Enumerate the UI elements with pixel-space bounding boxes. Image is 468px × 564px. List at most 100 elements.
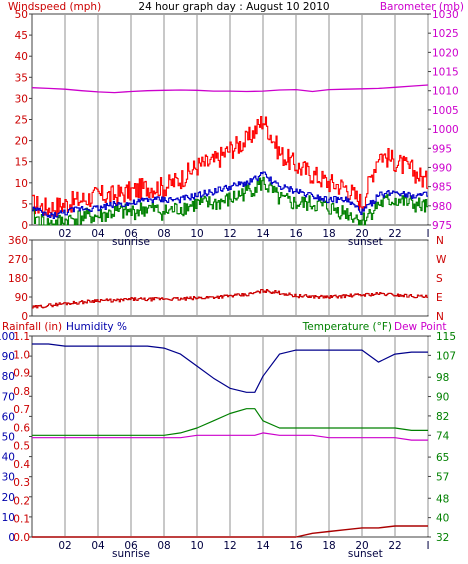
direction-tick-label: 0: [21, 311, 28, 323]
x-tick-label: 10: [190, 540, 203, 552]
compass-label: S: [436, 273, 443, 285]
x-tick-label: 12: [223, 228, 236, 240]
right-tick-label: 985: [432, 182, 452, 194]
humidity-axis-title: Humidity %: [66, 321, 127, 333]
rainfall-axis-title: Rainfall (in): [2, 321, 62, 333]
compass-label: N: [436, 311, 444, 323]
right-axis-title: Barometer (mb): [380, 1, 464, 13]
temperature-tick-label: 57: [436, 471, 449, 483]
humidity-tick-label: 90: [2, 351, 15, 363]
left-tick-label: 15: [15, 157, 28, 169]
right-tick-label: 990: [432, 162, 452, 174]
direction-line: [32, 289, 428, 309]
left-tick-label: 5: [21, 199, 28, 211]
left-tick-label: 0: [21, 220, 28, 232]
humidity-tick-label: 80: [2, 371, 15, 383]
right-tick-label: 1005: [432, 105, 459, 117]
left-axis-title: Windspeed (mph): [8, 1, 101, 13]
x-tick-label: 02: [58, 228, 71, 240]
humidity-tick-label: 30: [2, 472, 15, 484]
x-tick-label: 22: [388, 540, 401, 552]
left-tick-label: 10: [15, 178, 28, 190]
speed-line: [32, 176, 428, 226]
x-tick-label: 06: [124, 228, 138, 240]
grid-layer: [29, 13, 431, 538]
x-tick-label: 18: [322, 228, 335, 240]
barometer-line: [31, 84, 429, 94]
temperature-tick-label: 107: [436, 350, 456, 362]
direction-tick-label: 90: [15, 292, 28, 304]
temperature-line: [32, 408, 428, 436]
rainfall-tick-label: 0.3: [13, 477, 30, 489]
humidity-tick-label: 40: [2, 452, 15, 464]
left-tick-label: 35: [15, 72, 28, 84]
x-tick-label: 10: [190, 228, 203, 240]
x-tick-label: 22: [388, 228, 401, 240]
left-tick-label: 40: [15, 51, 28, 63]
x-tick-label: 18: [322, 540, 335, 552]
rainfall-tick-label: 0.7: [13, 404, 30, 416]
x-tick-label: 14: [256, 228, 270, 240]
temperature-tick-label: 32: [436, 532, 449, 544]
rainfall-tick-label: 0.6: [13, 422, 30, 434]
right-tick-label: 1000: [432, 124, 459, 136]
sunset-label: sunset: [348, 236, 383, 248]
rainfall-tick-label: 0.4: [13, 459, 30, 471]
right-tick-label: 995: [432, 143, 452, 155]
temperature-tick-label: 48: [436, 493, 449, 505]
left-tick-label: 20: [15, 136, 28, 148]
rainfall-tick-label: 0.5: [13, 441, 30, 453]
temperature-tick-label: 90: [436, 392, 449, 404]
gust-line: [32, 116, 428, 217]
right-tick-label: 1020: [432, 47, 459, 59]
rainfall-tick-label: 1.0: [13, 349, 30, 361]
left-tick-label: 45: [15, 30, 28, 42]
humidity-tick-label: 100: [0, 331, 15, 343]
compass-label: W: [436, 254, 447, 266]
rainfall-tick-label: 0.0: [13, 532, 30, 544]
rainfall-tick-label: 0.1: [13, 514, 30, 526]
right-tick-label: 980: [432, 201, 452, 213]
dewpoint-line: [32, 432, 428, 441]
x-tick-label: 04: [91, 228, 105, 240]
temperature-tick-label: 82: [436, 411, 449, 423]
sunrise-label: sunrise: [112, 548, 150, 559]
humidity-tick-label: 0: [8, 532, 15, 544]
right-tick-label: 1030: [432, 9, 459, 21]
right-tick-label: 1010: [432, 86, 459, 98]
temperature-tick-label: 115: [436, 331, 456, 343]
sunrise-label: sunrise: [112, 236, 150, 248]
x-tick-label: 08: [157, 540, 170, 552]
x-tick-label: I: [426, 540, 429, 552]
x-tick-label: 20: [355, 540, 368, 552]
right-tick-label: 1025: [432, 28, 459, 40]
humidity-tick-label: 20: [2, 492, 15, 504]
temperature-tick-label: 65: [436, 452, 449, 464]
x-tick-label: 06: [124, 540, 138, 552]
x-tick-label: 04: [91, 540, 105, 552]
rainfall-tick-label: 1.1: [13, 331, 30, 343]
temperature-tick-label: 74: [436, 430, 450, 442]
direction-tick-label: 180: [8, 273, 28, 285]
left-tick-label: 25: [15, 115, 28, 127]
humidity-tick-label: 70: [2, 391, 15, 403]
x-tick-label: 08: [157, 228, 170, 240]
series-layer: [31, 84, 429, 538]
right-tick-label: 975: [432, 220, 452, 232]
sunset-label: sunset: [348, 548, 383, 559]
humidity-tick-label: 10: [2, 512, 15, 524]
direction-tick-label: 360: [8, 235, 28, 247]
x-tick-label: I: [426, 228, 429, 240]
rainfall-tick-label: 0.8: [13, 386, 30, 398]
right-tick-label: 1015: [432, 67, 459, 79]
left-tick-label: 30: [15, 93, 28, 105]
x-tick-label: 02: [58, 540, 71, 552]
x-tick-label: 20: [355, 228, 368, 240]
temperature-tick-label: 98: [436, 372, 449, 384]
compass-label: N: [436, 235, 444, 247]
left-tick-label: 50: [15, 9, 28, 21]
rainfall-tick-label: 0.2: [13, 495, 30, 507]
x-tick-label: 16: [289, 228, 303, 240]
temperature-tick-label: 40: [436, 513, 449, 525]
